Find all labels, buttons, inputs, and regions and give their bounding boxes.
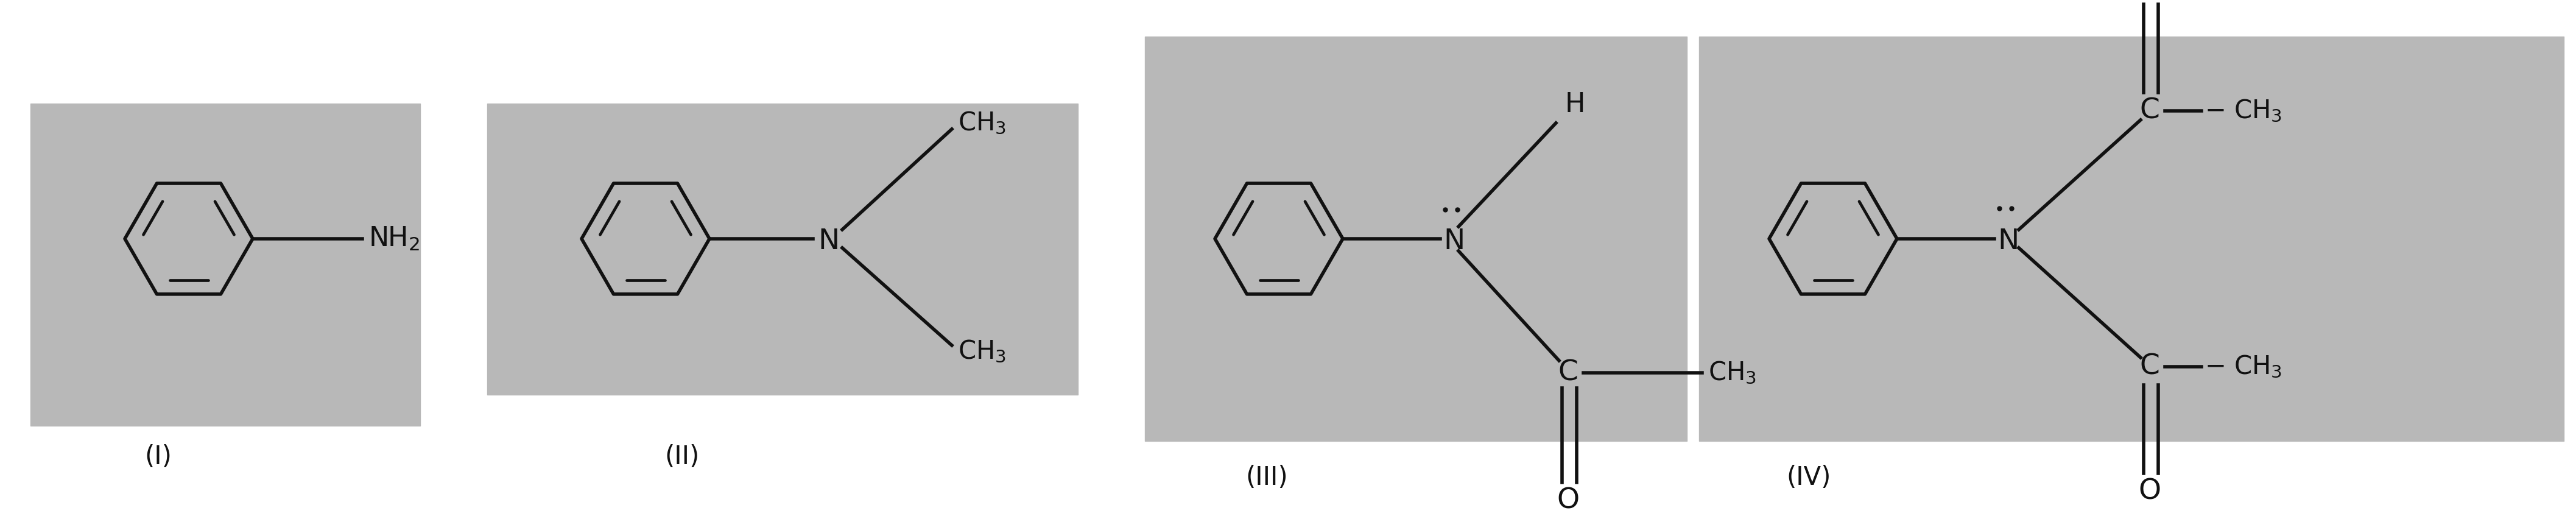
Bar [31, 104, 420, 426]
Text: C: C [2141, 353, 2159, 380]
Text: N: N [1443, 228, 1466, 255]
Text: (II): (II) [665, 444, 701, 470]
Text: O: O [1556, 487, 1579, 514]
Text: H: H [1566, 92, 1584, 118]
Text: O: O [2138, 478, 2161, 505]
Text: NH$_2$: NH$_2$ [368, 225, 420, 252]
Text: C: C [1558, 359, 1579, 387]
Text: (I): (I) [144, 444, 173, 470]
Bar [1700, 36, 2563, 441]
Text: N: N [1996, 228, 2020, 255]
Text: CH$_3$: CH$_3$ [1708, 360, 1757, 386]
Text: $-$ CH$_3$: $-$ CH$_3$ [2205, 354, 2282, 379]
Text: $-$ CH$_3$: $-$ CH$_3$ [2205, 98, 2282, 124]
Text: CH$_3$: CH$_3$ [958, 110, 1007, 136]
Text: CH$_3$: CH$_3$ [958, 338, 1007, 364]
Text: N: N [817, 228, 840, 255]
Text: C: C [2141, 97, 2159, 125]
Text: (III): (III) [1244, 465, 1288, 490]
Text: (IV): (IV) [1785, 465, 1832, 490]
Bar [1144, 36, 1687, 441]
Bar [487, 104, 1077, 394]
